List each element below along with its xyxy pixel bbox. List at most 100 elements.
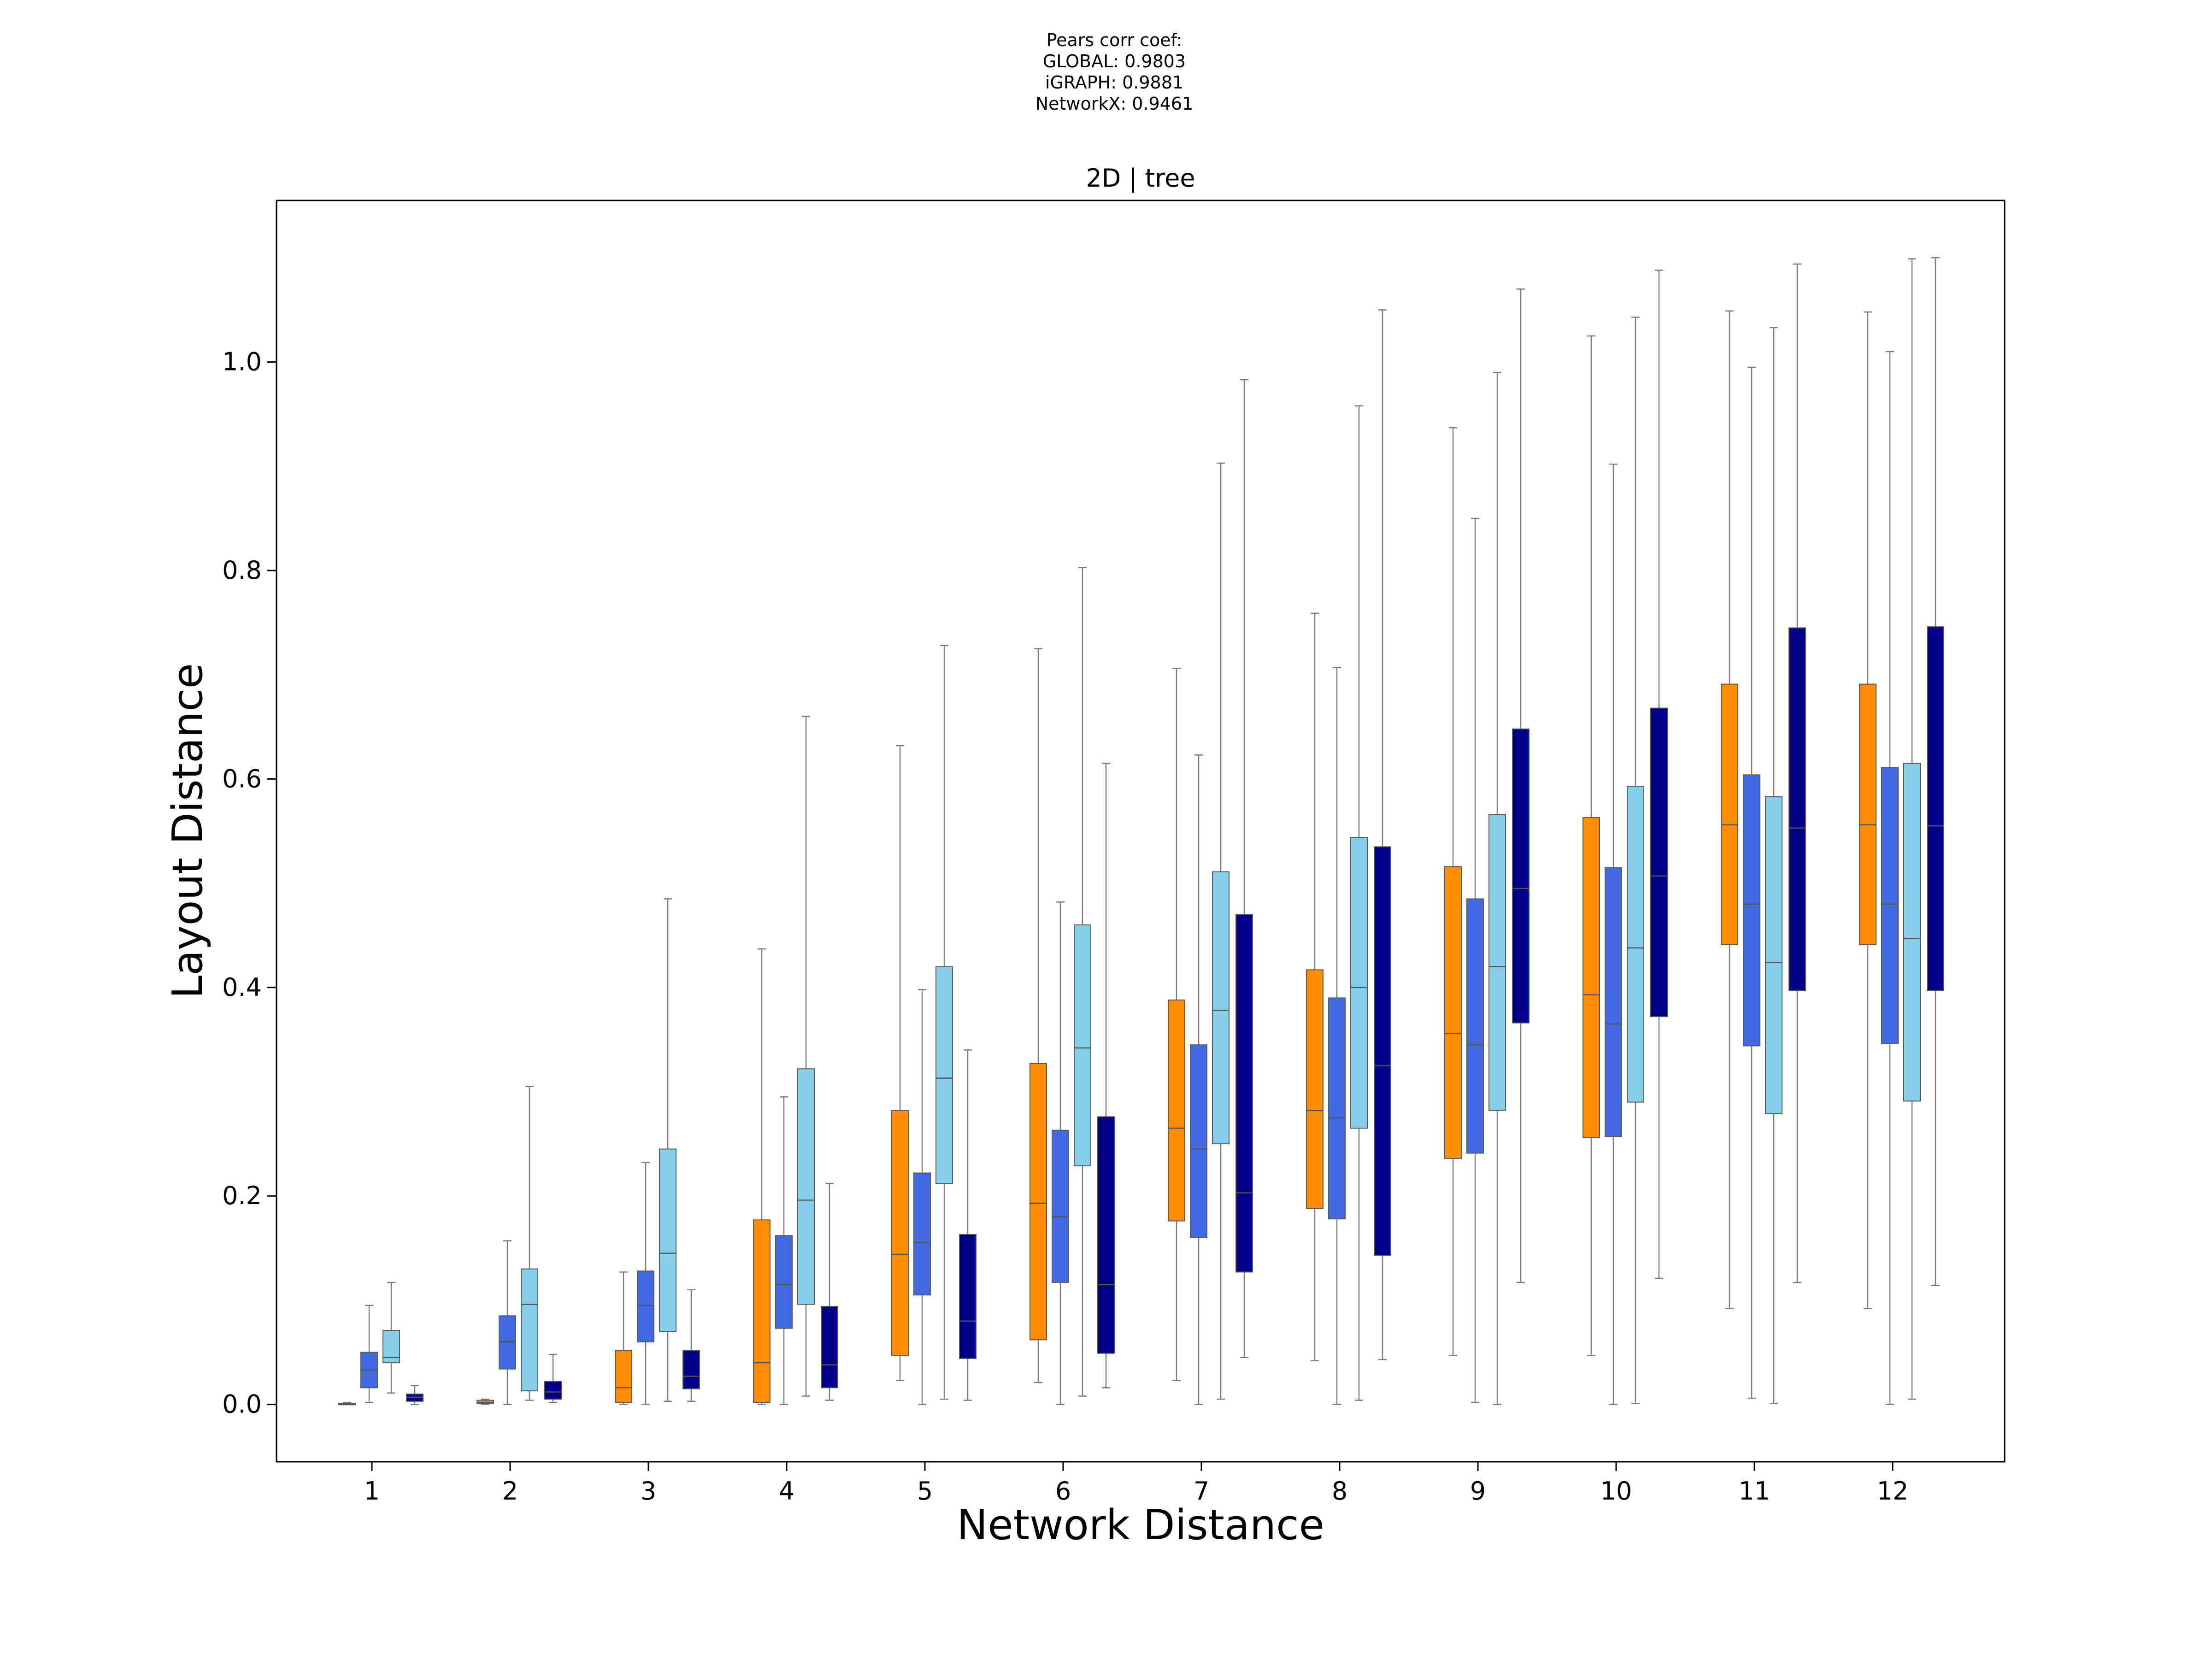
box: [753, 1219, 771, 1403]
box-group: [1444, 427, 1462, 1356]
box-group: [1583, 335, 1600, 1356]
x-tick-label: 12: [1877, 1477, 1909, 1506]
y-tick-label: 0.0: [222, 1390, 262, 1419]
y-axis-label: Layout Distance: [164, 663, 212, 999]
box-group: [1235, 379, 1253, 1359]
box-group: [1765, 327, 1783, 1404]
x-axis-label: Network Distance: [957, 1501, 1324, 1549]
box-group: [1743, 366, 1760, 1399]
box-group: [477, 1399, 494, 1405]
box: [1859, 683, 1877, 946]
box: [821, 1306, 838, 1388]
box-group: [637, 1162, 654, 1405]
box-group: [1721, 310, 1738, 1309]
box-group: [1859, 311, 1877, 1309]
box: [1627, 786, 1644, 1103]
y-tick-label: 0.2: [222, 1181, 262, 1210]
x-tick-label: 9: [1470, 1477, 1486, 1506]
box-group: [1306, 612, 1324, 1361]
box-group: [615, 1271, 632, 1405]
box-group: [682, 1289, 700, 1402]
box: [1605, 867, 1622, 1137]
box-group: [1788, 263, 1806, 1283]
box: [1466, 898, 1484, 1154]
box-group: [1030, 648, 1047, 1383]
box-group: [1650, 270, 1668, 1279]
box: [1374, 846, 1391, 1256]
box: [1097, 1116, 1115, 1354]
box: [1052, 1130, 1069, 1283]
box: [1306, 969, 1324, 1209]
box-group: [499, 1240, 516, 1405]
box: [1212, 871, 1230, 1145]
box-group: [1097, 763, 1115, 1388]
box-group: [1190, 754, 1207, 1405]
box: [775, 1235, 793, 1329]
box: [1074, 924, 1091, 1166]
box: [1903, 763, 1921, 1102]
box-group: [382, 1282, 400, 1394]
box: [682, 1349, 700, 1389]
box-group: [821, 1182, 838, 1401]
box: [1927, 626, 1944, 991]
box: [1721, 683, 1738, 946]
y-tick-label: 0.8: [222, 556, 262, 585]
box-group: [1881, 351, 1899, 1405]
x-tick-label: 8: [1332, 1477, 1347, 1506]
x-tick-label: 6: [1055, 1477, 1071, 1506]
box: [913, 1172, 931, 1296]
box-group: [797, 716, 815, 1397]
box-group: [1074, 566, 1091, 1397]
box: [891, 1110, 909, 1356]
x-tick-label: 10: [1600, 1477, 1632, 1506]
box-group: [1466, 518, 1484, 1403]
box: [1788, 627, 1806, 991]
annotation-line-4: NetworkX: 0.9461: [1035, 94, 1194, 114]
box: [959, 1234, 977, 1359]
box: [1030, 1063, 1047, 1341]
box-group: [1927, 257, 1944, 1286]
y-tick-label: 1.0: [222, 347, 262, 377]
box-group: [753, 948, 771, 1405]
box-group: [1212, 462, 1230, 1400]
box: [659, 1148, 677, 1332]
y-tick-label: 0.6: [222, 764, 262, 793]
box-group: [360, 1305, 378, 1403]
plot-frame: [276, 200, 2006, 1463]
box: [1350, 837, 1368, 1129]
box: [521, 1268, 538, 1392]
x-tick-label: 7: [1194, 1477, 1209, 1506]
box-group: [1052, 901, 1069, 1405]
box: [797, 1068, 815, 1305]
box: [1512, 728, 1530, 1024]
plot-area: 0.00.20.40.60.81.01 2 3 4 5 6 7 8 9 10 11 12: [222, 257, 1944, 1506]
box: [935, 966, 953, 1184]
box: [1765, 796, 1783, 1114]
x-tick-label: 2: [502, 1477, 518, 1506]
box-group: [1627, 317, 1644, 1404]
x-tick-label: 4: [779, 1477, 794, 1506]
box-group: [1168, 668, 1185, 1381]
box-group: [406, 1385, 424, 1405]
box: [1168, 999, 1185, 1222]
box-group: [1328, 667, 1346, 1405]
box-group: [913, 989, 931, 1405]
annotation-block: Pears corr coef: GLOBAL: 0.9803 iGRAPH: …: [1035, 30, 1194, 114]
annotation-line-2: GLOBAL: 0.9803: [1043, 51, 1186, 71]
box: [615, 1349, 632, 1403]
box-group: [1605, 464, 1622, 1405]
annotation-line-3: iGRAPH: 0.9881: [1045, 72, 1183, 93]
box-group: [1488, 371, 1506, 1405]
box-group: [775, 1096, 793, 1405]
box: [1444, 866, 1462, 1159]
box: [1488, 814, 1506, 1111]
x-tick-label: 11: [1739, 1477, 1771, 1506]
y-tick-label: 0.4: [222, 973, 262, 1002]
x-tick-label: 3: [641, 1477, 656, 1506]
box: [544, 1381, 562, 1400]
box-group: [1512, 288, 1530, 1283]
box-group: [891, 745, 909, 1381]
box-group: [659, 898, 677, 1402]
box: [1235, 914, 1253, 1273]
